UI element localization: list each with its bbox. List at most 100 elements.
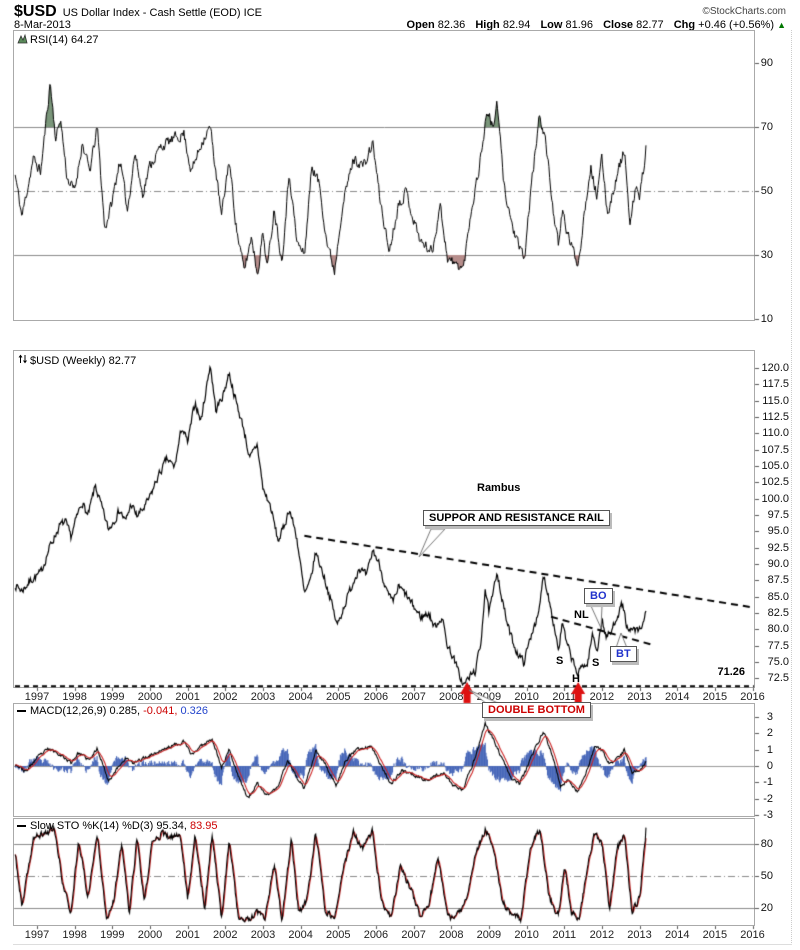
left-shoulder-label: S <box>556 655 564 667</box>
y-axis-tick-label: 115.0 <box>762 394 789 407</box>
y-axis-tick-label: 100.0 <box>761 492 789 505</box>
year-label: 2013 <box>627 929 652 941</box>
price-title: $USD (Weekly) 82.77 <box>17 353 136 368</box>
author-label: Rambus <box>477 482 521 494</box>
y-axis-tick-label: 90.0 <box>767 557 789 570</box>
area-chart-icon <box>17 33 28 47</box>
y-axis-tick-label: 112.5 <box>762 410 789 423</box>
year-label: 2004 <box>288 929 313 941</box>
y-axis-tick-label: 2 <box>766 727 773 740</box>
rsi-panel <box>13 30 755 321</box>
year-label: 2010 <box>514 929 539 941</box>
y-axis-tick-label: 107.5 <box>761 443 789 456</box>
year-label: 2008 <box>439 691 464 703</box>
year-label: 2012 <box>589 929 615 941</box>
y-axis-tick-label: 30 <box>760 249 773 261</box>
y-axis-tick-label: 117.5 <box>762 378 789 391</box>
y-axis-tick-label: 90 <box>760 57 773 69</box>
symbol-description: US Dollar Index - Cash Settle (EOD) ICE <box>62 7 262 19</box>
symbol: $USD <box>14 3 57 20</box>
y-axis-tick-label: 10 <box>760 313 773 325</box>
year-label: 2015 <box>702 929 728 941</box>
up-down-arrows-icon <box>17 353 28 368</box>
macd-signal-value: -0.041, <box>143 705 178 717</box>
y-axis-tick-label: -1 <box>763 776 773 789</box>
y-axis-tick-label: 92.5 <box>767 541 789 554</box>
head-label: H <box>572 673 580 685</box>
macd-panel <box>13 703 755 817</box>
y-axis-tick-label: -2 <box>763 792 773 805</box>
year-label: 2002 <box>213 929 238 941</box>
y-axis-tick-label: 50 <box>760 185 773 197</box>
y-axis-tick-label: -3 <box>763 808 773 821</box>
chart-right-edge <box>791 30 792 945</box>
macd-value: 0.285, <box>109 705 141 717</box>
y-axis-tick-label: 3 <box>766 711 773 724</box>
year-label: 2003 <box>250 929 276 941</box>
y-axis-tick-label: 75.0 <box>767 655 789 668</box>
y-axis-tick-label: 95.0 <box>767 525 789 538</box>
year-label: 2001 <box>175 929 200 941</box>
y-axis-tick-label: 1 <box>766 743 773 756</box>
macd-indicator-label: MACD(12,26,9) <box>30 705 107 717</box>
y-axis-tick-label: 97.5 <box>767 508 789 521</box>
double-bottom-callout: DOUBLE BOTTOM <box>482 702 591 718</box>
year-label: 2005 <box>326 691 351 703</box>
y-axis-tick-label: 77.5 <box>767 639 789 652</box>
year-label: 2005 <box>326 929 351 941</box>
y-axis-tick-label: 102.5 <box>761 476 789 489</box>
rsi-value: 64.27 <box>70 34 99 46</box>
year-label: 2009 <box>476 929 502 941</box>
year-label: 2000 <box>137 929 163 941</box>
chart-bottom-edge <box>13 944 792 945</box>
backtest-callout: BT <box>610 646 637 662</box>
stochastic-title: Slow STO %K(14) %D(3) 95.34, 83.95 <box>17 820 218 833</box>
year-label: 2000 <box>137 691 163 703</box>
year-label: 2016 <box>740 691 765 703</box>
y-axis-tick-label: 82.5 <box>767 606 789 619</box>
year-label: 1997 <box>24 929 50 941</box>
y-axis-tick-label: 72.5 <box>767 672 789 685</box>
y-axis-tick-label: 50 <box>760 870 773 882</box>
price-value: 82.77 <box>108 355 137 367</box>
y-axis-tick-label: 0 <box>766 760 773 772</box>
year-label: 2013 <box>627 691 652 703</box>
line-dash-icon <box>17 821 28 833</box>
rail-callout: SUPPOR AND RESISTANCE RAIL <box>423 510 610 526</box>
rsi-indicator-label: RSI(14) <box>30 34 68 46</box>
sto-k-value: 95.34, <box>156 820 187 832</box>
year-label: 1998 <box>62 691 87 703</box>
rsi-title: RSI(14) 64.27 <box>17 33 99 47</box>
macd-title: MACD(12,26,9) 0.285, -0.041, 0.326 <box>17 705 208 718</box>
year-label: 2014 <box>664 929 690 941</box>
year-label: 2003 <box>250 691 276 703</box>
year-label: 2002 <box>213 691 238 703</box>
year-label: 2006 <box>363 691 389 703</box>
y-axis-tick-label: 70 <box>760 121 773 133</box>
y-axis-tick-label: 80.0 <box>767 623 789 636</box>
year-label: 1999 <box>100 691 125 703</box>
stochastic-panel <box>13 818 755 926</box>
year-label: 2001 <box>175 691 200 703</box>
year-label: 2007 <box>401 929 426 941</box>
sto-indicator-label: Slow STO %K(14) %D(3) <box>30 820 154 832</box>
y-axis-tick-label: 105.0 <box>761 459 789 472</box>
year-label: 2014 <box>664 691 690 703</box>
price-indicator-label: $USD (Weekly) <box>30 355 106 367</box>
year-label: 2012 <box>589 691 615 703</box>
year-label: 1998 <box>62 929 87 941</box>
year-label: 1997 <box>24 691 50 703</box>
line-dash-icon <box>17 706 28 718</box>
copyright: ©StockCharts.com <box>702 6 786 17</box>
year-label: 2006 <box>363 929 389 941</box>
year-label: 2007 <box>401 691 426 703</box>
breakout-callout: BO <box>584 588 613 604</box>
macd-hist-value: 0.326 <box>180 705 208 717</box>
price-panel <box>13 350 755 688</box>
year-label: 2011 <box>552 929 577 941</box>
up-triangle-icon: ▲ <box>777 20 786 30</box>
year-label: 1999 <box>100 929 125 941</box>
y-axis-tick-label: 80 <box>760 838 773 850</box>
sto-d-value: 83.95 <box>190 820 218 832</box>
